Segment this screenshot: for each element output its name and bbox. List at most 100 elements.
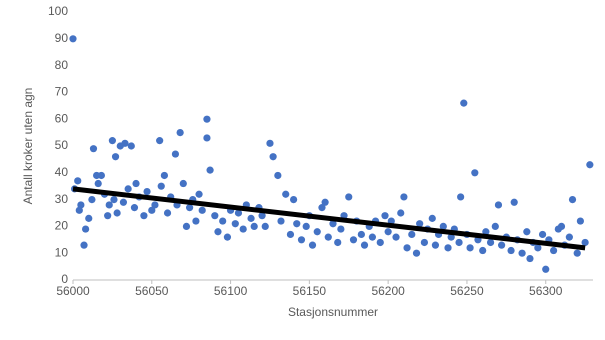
point	[460, 99, 468, 107]
trendline	[72, 186, 586, 251]
point	[77, 201, 85, 209]
point	[261, 222, 269, 230]
point	[308, 241, 317, 249]
y-tick-label: 0	[61, 272, 68, 286]
point	[130, 204, 139, 212]
y-tick-label: 40	[55, 165, 69, 179]
point	[127, 142, 135, 150]
point	[250, 222, 258, 230]
point	[266, 139, 274, 147]
point	[318, 204, 326, 212]
point	[156, 137, 164, 145]
point	[581, 238, 589, 247]
point	[108, 137, 116, 145]
point	[428, 214, 436, 222]
point	[349, 236, 358, 244]
point	[420, 238, 428, 247]
point	[534, 244, 542, 252]
point	[206, 166, 214, 174]
point	[416, 220, 424, 228]
point	[214, 228, 222, 236]
point	[491, 222, 499, 230]
point	[239, 225, 247, 233]
point	[384, 228, 392, 236]
point	[182, 222, 191, 230]
point	[132, 179, 140, 188]
point	[345, 193, 353, 201]
y-axis-title: Antall kroker uten agn	[21, 88, 35, 205]
point	[482, 228, 490, 236]
point	[538, 230, 547, 239]
point	[586, 161, 594, 169]
point	[444, 244, 452, 252]
point	[518, 249, 526, 257]
point	[119, 198, 128, 206]
point	[277, 217, 285, 225]
point	[542, 265, 550, 273]
point	[104, 212, 112, 220]
point	[290, 196, 298, 204]
point	[85, 214, 93, 222]
x-tick-label: 56200	[371, 284, 405, 298]
point	[97, 171, 105, 180]
point	[140, 212, 148, 220]
point	[286, 230, 295, 239]
y-tick-label: 100	[48, 4, 68, 18]
point	[94, 179, 102, 188]
point	[176, 129, 184, 137]
point	[111, 153, 120, 161]
point	[447, 233, 455, 241]
y-tick-label: 20	[55, 219, 69, 233]
point	[163, 209, 172, 217]
y-tick-label: 60	[55, 111, 69, 125]
point	[203, 134, 211, 142]
point	[247, 214, 255, 222]
point	[297, 236, 306, 244]
x-tick-label: 56300	[529, 284, 563, 298]
point	[121, 139, 129, 147]
x-axis-title: Stasjonsnummer	[288, 305, 378, 319]
point	[431, 241, 440, 249]
point	[69, 35, 77, 43]
point	[160, 171, 168, 180]
point	[219, 217, 227, 225]
point	[565, 233, 573, 241]
point	[143, 187, 151, 196]
x-tick-label: 56000	[56, 284, 90, 298]
point	[124, 185, 132, 193]
point	[258, 212, 266, 220]
point	[80, 241, 88, 249]
point	[198, 206, 206, 214]
point	[486, 238, 495, 247]
point	[324, 233, 332, 241]
point	[321, 198, 329, 206]
point	[113, 209, 121, 217]
point	[400, 193, 408, 201]
point	[494, 201, 503, 209]
point	[302, 222, 310, 230]
point	[403, 244, 411, 252]
y-tick-label: 70	[55, 85, 69, 99]
point	[274, 171, 282, 180]
point	[466, 244, 474, 252]
point	[573, 249, 581, 257]
y-tick-label: 30	[55, 192, 69, 206]
point	[203, 115, 211, 123]
point	[457, 193, 465, 201]
point	[192, 217, 200, 225]
point	[234, 209, 243, 217]
point	[455, 238, 463, 247]
point	[157, 182, 165, 190]
point	[360, 241, 369, 249]
point	[412, 249, 421, 257]
point	[211, 212, 219, 220]
point	[526, 254, 534, 263]
point	[269, 153, 277, 161]
point	[282, 190, 290, 198]
y-tick-label: 50	[55, 138, 69, 152]
point	[110, 196, 118, 204]
point	[186, 204, 194, 212]
point	[337, 225, 345, 233]
point	[523, 228, 531, 236]
point	[368, 233, 376, 241]
